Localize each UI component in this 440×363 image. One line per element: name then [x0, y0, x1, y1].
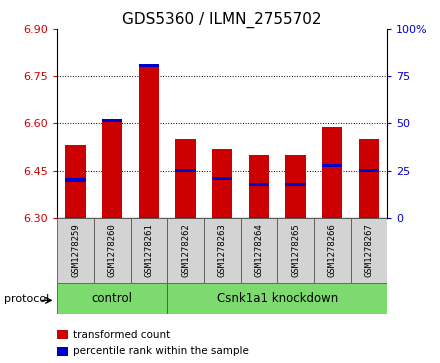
Bar: [176, 169, 196, 172]
Text: protocol: protocol: [4, 294, 50, 305]
Text: control: control: [92, 292, 133, 305]
Bar: [102, 120, 122, 218]
Title: GDS5360 / ILMN_2755702: GDS5360 / ILMN_2755702: [122, 12, 322, 28]
Bar: [57, 218, 94, 283]
Text: GSM1278266: GSM1278266: [328, 224, 337, 277]
Text: GSM1278263: GSM1278263: [218, 224, 227, 277]
Bar: [212, 177, 232, 180]
Bar: [249, 183, 269, 186]
Bar: [167, 218, 204, 283]
Bar: [139, 67, 159, 218]
Bar: [322, 164, 342, 167]
Bar: [102, 119, 122, 122]
Bar: [351, 218, 387, 283]
Bar: [131, 218, 167, 283]
Bar: [57, 330, 68, 339]
Text: transformed count: transformed count: [73, 330, 170, 340]
Text: Csnk1a1 knockdown: Csnk1a1 knockdown: [216, 292, 338, 305]
Text: GSM1278259: GSM1278259: [71, 224, 80, 277]
Text: GSM1278267: GSM1278267: [364, 224, 374, 277]
Text: GSM1278260: GSM1278260: [108, 224, 117, 277]
Bar: [204, 218, 241, 283]
Bar: [314, 218, 351, 283]
Text: GSM1278264: GSM1278264: [254, 224, 264, 277]
Bar: [249, 155, 269, 218]
Bar: [176, 139, 196, 218]
Bar: [57, 347, 68, 356]
Bar: [241, 218, 277, 283]
Bar: [322, 127, 342, 218]
Text: GSM1278261: GSM1278261: [144, 224, 154, 277]
Bar: [167, 283, 387, 314]
Bar: [66, 146, 86, 218]
Bar: [286, 155, 306, 218]
Bar: [94, 218, 131, 283]
Text: percentile rank within the sample: percentile rank within the sample: [73, 346, 249, 356]
Bar: [286, 183, 306, 186]
Bar: [359, 139, 379, 218]
Bar: [212, 148, 232, 218]
Text: GSM1278262: GSM1278262: [181, 224, 190, 277]
Bar: [277, 218, 314, 283]
Text: GSM1278265: GSM1278265: [291, 224, 300, 277]
Bar: [359, 169, 379, 172]
Bar: [139, 64, 159, 67]
Bar: [66, 179, 86, 182]
Bar: [57, 283, 167, 314]
